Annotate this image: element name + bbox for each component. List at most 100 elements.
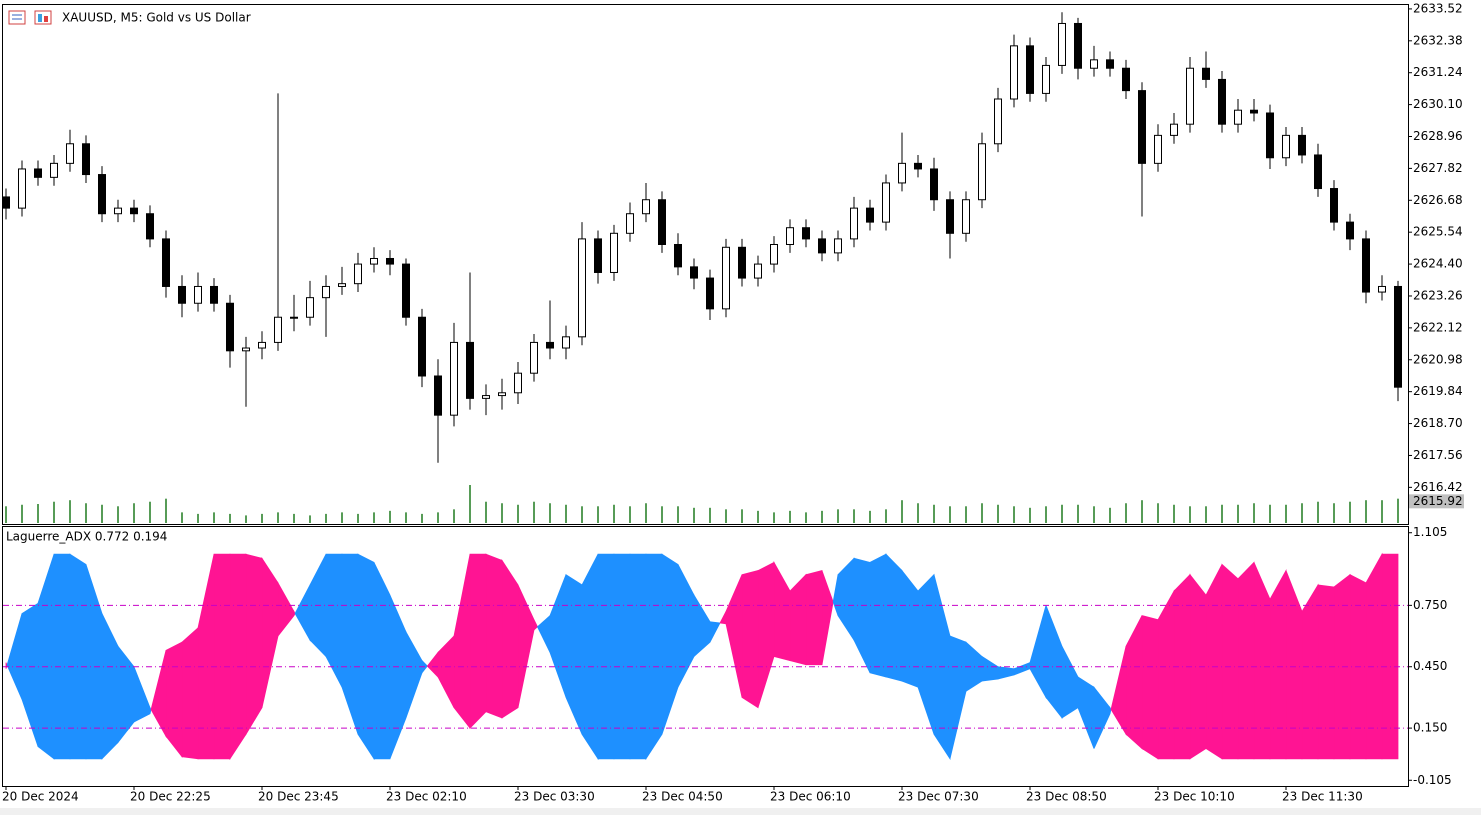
- candle: [242, 336, 250, 407]
- y-tick-label: 2630.10: [1413, 97, 1463, 111]
- candle: [898, 132, 906, 192]
- y-tick-label: 0.450: [1413, 659, 1447, 673]
- candle-body: [274, 316, 282, 343]
- y-tick-label: 2622.12: [1413, 320, 1463, 334]
- candle-body: [322, 285, 330, 299]
- candle-body: [882, 182, 890, 223]
- candle: [386, 250, 394, 276]
- candle: [210, 278, 218, 312]
- candle-body: [1010, 45, 1018, 100]
- y-tick-label: 2620.98: [1413, 352, 1463, 366]
- candle: [658, 191, 666, 253]
- candle: [1170, 112, 1178, 144]
- candle: [178, 275, 186, 318]
- candle-body: [434, 375, 442, 416]
- candle-body: [706, 277, 714, 310]
- candle-body: [770, 243, 778, 265]
- candle-body: [818, 238, 826, 254]
- candle-body: [626, 213, 634, 234]
- candle-body: [34, 168, 42, 178]
- candle: [274, 93, 282, 351]
- candle: [1042, 57, 1050, 102]
- candle: [770, 236, 778, 273]
- fill-segment: [1221, 563, 1239, 760]
- candle: [562, 325, 570, 360]
- x-tick-label: 23 Dec 11:30: [1282, 790, 1363, 804]
- fill-segment: [469, 553, 487, 730]
- fill-segment: [1205, 564, 1223, 760]
- candle-body: [162, 238, 170, 287]
- candle: [642, 182, 650, 223]
- candle: [146, 205, 154, 248]
- fill-segment: [181, 626, 199, 760]
- candle: [450, 322, 458, 427]
- candle: [866, 199, 874, 231]
- candle: [1218, 71, 1226, 133]
- volume-bars: [5, 485, 1399, 523]
- candle: [306, 280, 314, 326]
- y-tick-label: 2617.56: [1413, 448, 1463, 462]
- candle: [418, 308, 426, 388]
- candle: [226, 294, 234, 368]
- candle-body: [1298, 134, 1306, 156]
- candle: [50, 154, 58, 186]
- candle-body: [498, 392, 506, 397]
- candle-body: [514, 372, 522, 394]
- y-tick-label: 2633.52: [1413, 1, 1463, 15]
- candle: [82, 135, 90, 183]
- candle-body: [146, 213, 154, 240]
- candle-body: [946, 199, 954, 234]
- candle-body: [562, 336, 570, 349]
- candle: [338, 266, 346, 295]
- candle: [1154, 124, 1162, 172]
- candle: [498, 378, 506, 410]
- candle-body: [786, 227, 794, 245]
- candle: [1186, 57, 1194, 133]
- candle: [2, 188, 10, 220]
- candle: [722, 238, 730, 318]
- candle: [690, 258, 698, 290]
- chart-icons[interactable]: [8, 10, 52, 25]
- candle-body: [1218, 78, 1226, 125]
- candle-body: [738, 246, 746, 279]
- x-tick-label: 20 Dec 23:45: [258, 790, 339, 804]
- candle-body: [530, 341, 538, 374]
- candle: [1026, 37, 1034, 102]
- y-tick-label: 2627.82: [1413, 161, 1463, 175]
- icon-list[interactable]: [8, 10, 26, 25]
- candle-body: [338, 283, 346, 287]
- price-label: 2615.92: [1413, 494, 1463, 508]
- candle-body: [2, 196, 10, 209]
- candle-body: [50, 162, 58, 178]
- y-tick-label: 0.750: [1413, 598, 1447, 612]
- candle: [1330, 180, 1338, 231]
- icon-chart[interactable]: [34, 10, 52, 25]
- candle: [1090, 45, 1098, 77]
- candle-body: [18, 168, 26, 209]
- candle: [130, 199, 138, 223]
- candle: [978, 132, 986, 209]
- candles: [2, 12, 1402, 463]
- candle-body: [402, 263, 410, 318]
- candle: [786, 219, 794, 253]
- x-tick-label: 23 Dec 08:50: [1026, 790, 1107, 804]
- indicator-pane-frame: [2, 526, 1409, 787]
- fill-segment: [533, 619, 538, 631]
- candle: [1346, 213, 1354, 251]
- candle: [1250, 99, 1258, 122]
- candle: [962, 191, 970, 242]
- candle-body: [1026, 45, 1034, 94]
- candle: [914, 154, 922, 178]
- candle-body: [130, 207, 138, 215]
- price-label-box: [1409, 494, 1464, 509]
- y-tick-label: 0.150: [1413, 721, 1447, 735]
- candle: [674, 233, 682, 276]
- fill-segment: [165, 641, 183, 758]
- candle-body: [66, 143, 74, 164]
- candle-body: [1250, 109, 1258, 114]
- candle-body: [978, 143, 986, 201]
- candle: [162, 230, 170, 298]
- candle-body: [1202, 67, 1210, 80]
- y-tick-label: 2624.40: [1413, 257, 1463, 271]
- y-tick-label: 2631.24: [1413, 65, 1463, 79]
